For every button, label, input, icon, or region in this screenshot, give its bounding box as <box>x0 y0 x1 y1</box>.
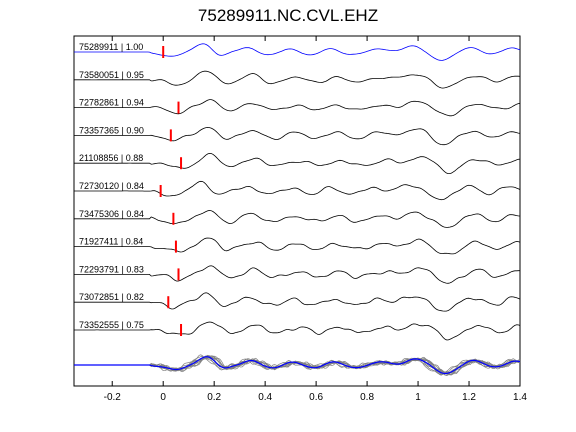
trace-line-8 <box>74 265 520 284</box>
x-tick-label-2: 0.2 <box>207 392 221 403</box>
x-tick-label-0: -0.2 <box>104 392 122 403</box>
trace-label-10: 73352555 | 0.75 <box>79 320 144 330</box>
trace-label-8: 72293791 | 0.83 <box>79 264 144 274</box>
trace-label-0: 75289911 | 1.00 <box>79 42 143 52</box>
trace-line-2 <box>74 99 521 117</box>
x-tick-label-5: 0.8 <box>360 392 374 403</box>
trace-label-9: 73072851 | 0.82 <box>79 292 144 302</box>
trace-line-7 <box>74 237 521 255</box>
trace-group: 75289911 | 1.00 73580051 | 0.95 72782861 |… <box>74 42 521 341</box>
trace-label-1: 73580051 | 0.95 <box>79 70 144 80</box>
trace-line-3 <box>74 126 521 146</box>
trace-line-1 <box>74 70 521 89</box>
trace-label-6: 73475306 | 0.84 <box>79 209 144 219</box>
trace-line-5 <box>74 180 521 201</box>
stack-group <box>73 354 521 376</box>
x-tick-label-8: 1.4 <box>513 392 527 403</box>
trace-label-4: 21108856 | 0.88 <box>79 153 143 163</box>
x-tick-label-7: 1.2 <box>462 392 476 403</box>
trace-line-6 <box>74 209 521 228</box>
x-tick-label-6: 1 <box>415 392 421 403</box>
trace-label-7: 71927411 | 0.84 <box>79 237 143 247</box>
stack-mean-trace <box>74 356 521 375</box>
chart-title: 75289911.NC.CVL.EHZ <box>197 6 379 25</box>
trace-line-0 <box>74 43 521 61</box>
x-tick-label-1: 0 <box>160 392 166 403</box>
x-tick-label-4: 0.6 <box>309 392 323 403</box>
trace-label-5: 72730120 | 0.84 <box>79 181 144 191</box>
x-axis: -0.2 0 0.2 0.4 0.6 0.8 1 1.2 1.4 <box>104 36 527 403</box>
x-tick-label-3: 0.4 <box>258 392 272 403</box>
trace-label-2: 72782861 | 0.94 <box>79 98 144 108</box>
trace-line-10 <box>74 321 521 341</box>
axes-frame <box>73 35 521 387</box>
trace-label-3: 73357365 | 0.90 <box>79 125 144 135</box>
trace-line-4 <box>74 152 521 174</box>
trace-line-9 <box>74 292 521 312</box>
